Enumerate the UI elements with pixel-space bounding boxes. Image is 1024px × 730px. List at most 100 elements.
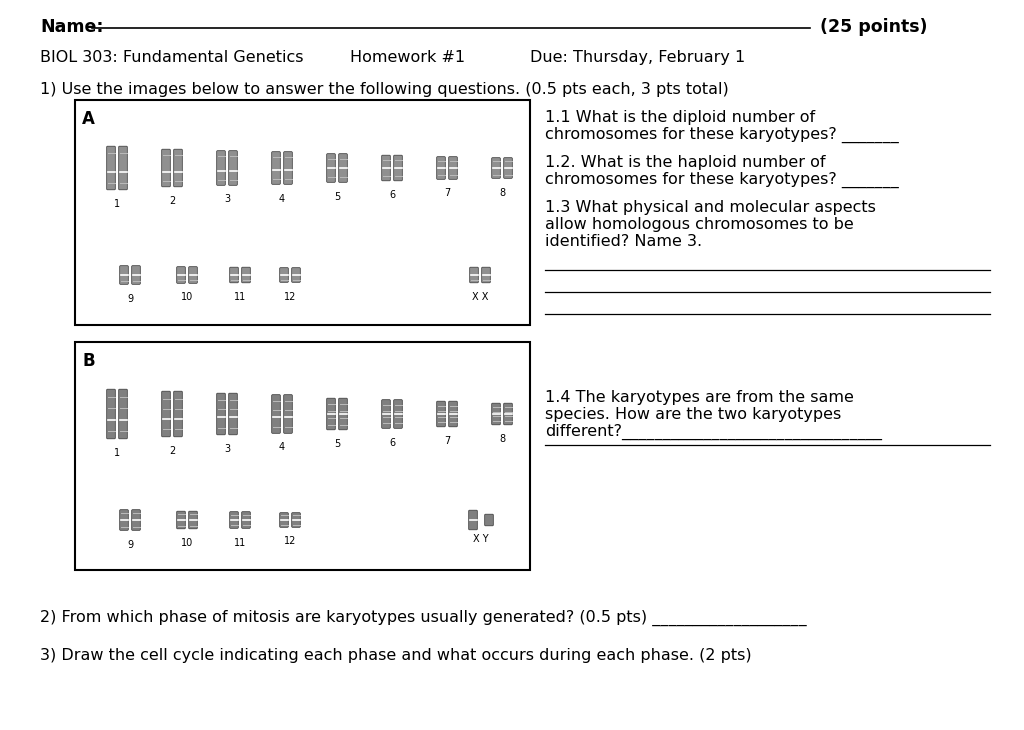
FancyBboxPatch shape [469,510,477,530]
Text: 1: 1 [114,199,120,209]
FancyBboxPatch shape [228,393,238,435]
Text: different?________________________________: different?______________________________… [545,424,882,440]
FancyBboxPatch shape [132,266,140,284]
FancyBboxPatch shape [292,512,300,527]
Bar [75,100,530,325]
FancyBboxPatch shape [449,157,458,180]
FancyBboxPatch shape [119,389,127,439]
Text: (25 points): (25 points) [820,18,928,36]
FancyBboxPatch shape [393,400,402,429]
FancyBboxPatch shape [280,268,289,283]
FancyBboxPatch shape [229,267,239,283]
FancyBboxPatch shape [481,267,490,283]
FancyBboxPatch shape [228,150,238,185]
FancyBboxPatch shape [242,267,250,283]
Text: 3: 3 [224,194,230,204]
Text: 1.4 The karyotypes are from the same: 1.4 The karyotypes are from the same [545,390,854,405]
Text: 4: 4 [279,193,285,204]
FancyBboxPatch shape [119,146,127,190]
Text: 1.2. What is the haploid number of: 1.2. What is the haploid number of [545,155,825,170]
Text: chromosomes for these karyotypes? _______: chromosomes for these karyotypes? ______… [545,127,899,143]
FancyBboxPatch shape [106,389,116,439]
FancyBboxPatch shape [327,398,335,430]
FancyBboxPatch shape [436,402,445,427]
Text: BIOL 303: Fundamental Genetics: BIOL 303: Fundamental Genetics [40,50,303,65]
FancyBboxPatch shape [217,150,225,185]
FancyBboxPatch shape [188,266,198,283]
Text: 2: 2 [169,196,175,206]
Text: Name:: Name: [40,18,103,36]
Text: 7: 7 [443,188,451,199]
Text: chromosomes for these karyotypes? _______: chromosomes for these karyotypes? ______… [545,172,899,188]
Text: B: B [82,352,94,370]
FancyBboxPatch shape [271,152,281,184]
FancyBboxPatch shape [174,149,182,187]
Text: 1.3 What physical and molecular aspects: 1.3 What physical and molecular aspects [545,200,876,215]
Text: 7: 7 [443,436,451,446]
FancyBboxPatch shape [504,158,512,178]
Text: 4: 4 [279,442,285,453]
FancyBboxPatch shape [284,395,292,434]
Text: 5: 5 [334,439,340,449]
FancyBboxPatch shape [382,400,390,429]
Text: 2: 2 [169,446,175,456]
Bar [75,342,530,570]
Text: 10: 10 [181,293,194,302]
Text: 6: 6 [389,437,395,447]
Text: 11: 11 [233,292,246,302]
FancyBboxPatch shape [436,157,445,180]
FancyBboxPatch shape [162,149,170,187]
FancyBboxPatch shape [492,158,501,178]
Text: X X: X X [472,292,488,302]
FancyBboxPatch shape [284,152,292,184]
FancyBboxPatch shape [162,391,170,437]
FancyBboxPatch shape [339,154,347,182]
FancyBboxPatch shape [280,512,289,527]
FancyBboxPatch shape [132,510,140,530]
Text: 11: 11 [233,537,246,548]
FancyBboxPatch shape [492,403,501,425]
Text: identified? Name 3.: identified? Name 3. [545,234,702,249]
FancyBboxPatch shape [120,510,128,530]
FancyBboxPatch shape [449,402,458,427]
Text: 8: 8 [499,434,505,444]
Text: 1: 1 [114,448,120,458]
FancyBboxPatch shape [242,512,250,529]
Text: 6: 6 [389,190,395,200]
FancyBboxPatch shape [271,395,281,434]
FancyBboxPatch shape [504,403,512,425]
FancyBboxPatch shape [470,267,478,283]
Text: A: A [82,110,95,128]
Text: 8: 8 [499,188,505,198]
Text: Homework #1: Homework #1 [350,50,465,65]
Text: 1.1 What is the diploid number of: 1.1 What is the diploid number of [545,110,815,125]
FancyBboxPatch shape [393,155,402,181]
FancyBboxPatch shape [177,511,185,529]
FancyBboxPatch shape [292,268,300,283]
FancyBboxPatch shape [120,266,128,284]
Text: allow homologous chromosomes to be: allow homologous chromosomes to be [545,217,854,232]
Text: 9: 9 [127,293,133,304]
FancyBboxPatch shape [382,155,390,181]
Text: species. How are the two karyotypes: species. How are the two karyotypes [545,407,842,422]
Text: 12: 12 [284,291,296,301]
FancyBboxPatch shape [217,393,225,435]
Text: 10: 10 [181,538,194,548]
Text: 9: 9 [127,539,133,550]
FancyBboxPatch shape [177,266,185,283]
FancyBboxPatch shape [484,514,494,526]
Text: X Y: X Y [473,534,488,544]
Text: 3) Draw the cell cycle indicating each phase and what occurs during each phase. : 3) Draw the cell cycle indicating each p… [40,648,752,663]
Text: Due: Thursday, February 1: Due: Thursday, February 1 [530,50,745,65]
Text: 2) From which phase of mitosis are karyotypes usually generated? (0.5 pts) _____: 2) From which phase of mitosis are karyo… [40,610,807,626]
FancyBboxPatch shape [339,398,347,430]
Text: 1) Use the images below to answer the following questions. (0.5 pts each, 3 pts : 1) Use the images below to answer the fo… [40,82,729,97]
Text: 3: 3 [224,444,230,454]
FancyBboxPatch shape [327,154,335,182]
FancyBboxPatch shape [188,511,198,529]
FancyBboxPatch shape [174,391,182,437]
FancyBboxPatch shape [229,512,239,529]
Text: 12: 12 [284,537,296,547]
Text: 5: 5 [334,191,340,201]
FancyBboxPatch shape [106,146,116,190]
